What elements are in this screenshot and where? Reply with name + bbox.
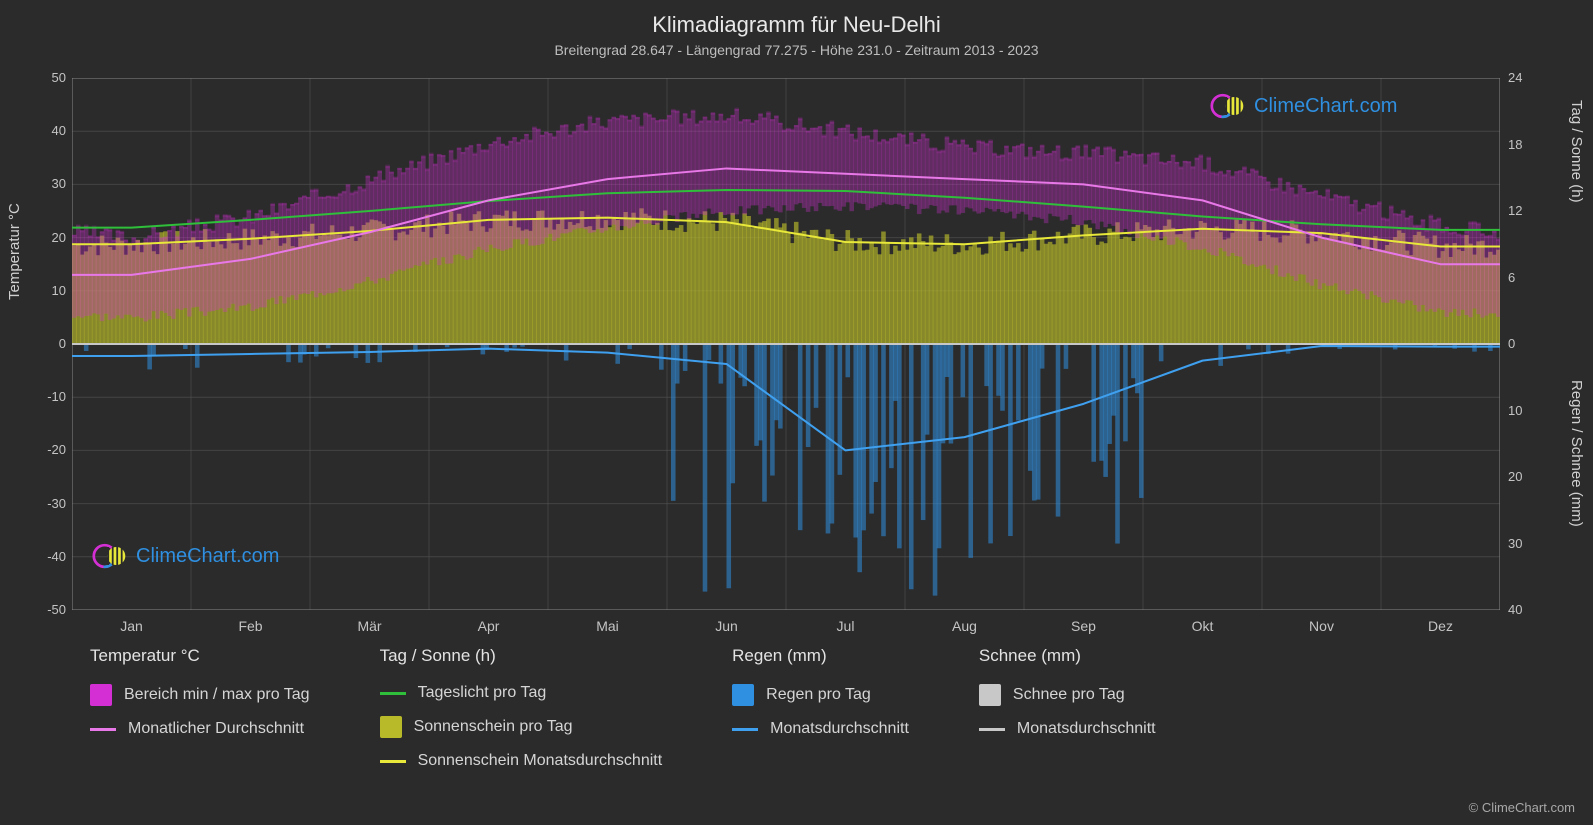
x-tick-month: Nov — [1309, 618, 1334, 634]
y-tick-right-mm: 10 — [1508, 403, 1548, 418]
legend-item: Bereich min / max pro Tag — [90, 684, 310, 706]
legend-item: Sonnenschein Monatsdurchschnitt — [380, 752, 663, 770]
legend-heading: Schnee (mm) — [979, 646, 1156, 666]
y-tick-right-hours: 24 — [1508, 70, 1548, 85]
y-tick-right-mm: 20 — [1508, 469, 1548, 484]
x-tick-month: Mai — [596, 618, 619, 634]
x-tick-month: Sep — [1071, 618, 1096, 634]
legend-label: Monatsdurchschnitt — [770, 720, 909, 738]
legend-line-icon — [90, 728, 116, 731]
legend-item: Tageslicht pro Tag — [380, 684, 663, 702]
legend-item: Schnee pro Tag — [979, 684, 1156, 706]
legend-label: Monatsdurchschnitt — [1017, 720, 1156, 738]
plot-area — [72, 78, 1500, 610]
copyright: © ClimeChart.com — [1469, 800, 1575, 815]
y-axis-right-bottom-label: Regen / Schnee (mm) — [1568, 380, 1585, 527]
legend-label: Regen pro Tag — [766, 686, 871, 704]
x-tick-month: Aug — [952, 618, 977, 634]
legend-label: Sonnenschein pro Tag — [414, 718, 573, 736]
legend-heading: Regen (mm) — [732, 646, 909, 666]
legend-line-icon — [979, 728, 1005, 731]
legend-item: Regen pro Tag — [732, 684, 909, 706]
chart-subtitle: Breitengrad 28.647 - Längengrad 77.275 -… — [0, 42, 1593, 58]
legend-swatch-icon — [90, 684, 112, 706]
legend-heading: Temperatur °C — [90, 646, 310, 666]
legend-column: Schnee (mm) Schnee pro Tag Monatsdurchschn… — [979, 646, 1156, 770]
y-tick-left: 10 — [26, 283, 66, 298]
logo-icon — [1210, 88, 1246, 124]
y-tick-left: 30 — [26, 176, 66, 191]
y-tick-left: -20 — [26, 442, 66, 457]
x-tick-month: Okt — [1192, 618, 1214, 634]
y-tick-right-hours: 6 — [1508, 270, 1548, 285]
y-tick-right-hours: 18 — [1508, 137, 1548, 152]
x-tick-month: Feb — [238, 618, 262, 634]
legend-line-icon — [732, 728, 758, 731]
watermark-text: ClimeChart.com — [1254, 95, 1397, 118]
x-tick-month: Jul — [837, 618, 855, 634]
x-tick-month: Mär — [357, 618, 381, 634]
legend-column: Regen (mm) Regen pro Tag Monatsdurchschnit… — [732, 646, 909, 770]
y-tick-left: -10 — [26, 389, 66, 404]
y-tick-left: 0 — [26, 336, 66, 351]
watermark-text: ClimeChart.com — [136, 545, 279, 568]
legend-label: Bereich min / max pro Tag — [124, 686, 310, 704]
legend-swatch-icon — [380, 716, 402, 738]
y-tick-right-hours: 12 — [1508, 203, 1548, 218]
x-tick-month: Dez — [1428, 618, 1453, 634]
y-tick-left: -50 — [26, 602, 66, 617]
legend-heading: Tag / Sonne (h) — [380, 646, 663, 666]
legend-swatch-icon — [732, 684, 754, 706]
y-axis-left-label: Temperatur °C — [6, 203, 23, 300]
y-tick-left: 40 — [26, 123, 66, 138]
y-tick-right-mm: 30 — [1508, 536, 1548, 551]
legend-column: Temperatur °C Bereich min / max pro Tag Mo… — [90, 646, 310, 770]
watermark: ClimeChart.com — [92, 538, 279, 574]
y-tick-right-hours: 0 — [1508, 336, 1548, 351]
x-tick-month: Apr — [478, 618, 500, 634]
legend-swatch-icon — [979, 684, 1001, 706]
legend-item: Sonnenschein pro Tag — [380, 716, 663, 738]
climate-chart: Klimadiagramm für Neu-Delhi Breitengrad … — [0, 0, 1593, 825]
x-tick-month: Jan — [120, 618, 143, 634]
y-axis-right-top-label: Tag / Sonne (h) — [1568, 100, 1585, 203]
legend-item: Monatsdurchschnitt — [979, 720, 1156, 738]
legend-item: Monatsdurchschnitt — [732, 720, 909, 738]
chart-title: Klimadiagramm für Neu-Delhi — [0, 12, 1593, 38]
y-tick-left: -40 — [26, 549, 66, 564]
y-tick-left: -30 — [26, 496, 66, 511]
legend-item: Monatlicher Durchschnitt — [90, 720, 310, 738]
legend-label: Monatlicher Durchschnitt — [128, 720, 304, 738]
legend: Temperatur °C Bereich min / max pro Tag Mo… — [90, 646, 1510, 770]
y-tick-right-mm: 40 — [1508, 602, 1548, 617]
logo-icon — [92, 538, 128, 574]
legend-line-icon — [380, 760, 406, 763]
y-tick-left: 20 — [26, 230, 66, 245]
legend-column: Tag / Sonne (h) Tageslicht pro Tag Sonnens… — [380, 646, 663, 770]
legend-label: Sonnenschein Monatsdurchschnitt — [418, 752, 663, 770]
legend-label: Schnee pro Tag — [1013, 686, 1125, 704]
legend-label: Tageslicht pro Tag — [418, 684, 547, 702]
plot-svg — [72, 78, 1500, 610]
y-tick-left: 50 — [26, 70, 66, 85]
legend-line-icon — [380, 692, 406, 695]
watermark: ClimeChart.com — [1210, 88, 1397, 124]
x-tick-month: Jun — [715, 618, 738, 634]
